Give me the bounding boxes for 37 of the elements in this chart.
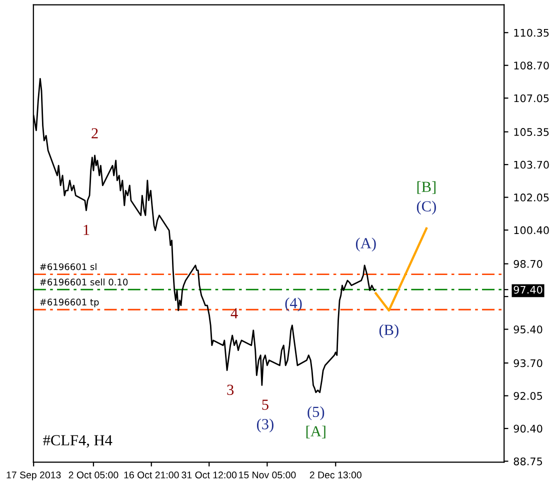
y-tick-label: 98.70 [514,260,542,268]
annotation: [B] [417,181,436,194]
y-tick-label: 108.70 [514,62,549,70]
ref-line-label: #6196601 sell 0.10 [40,278,128,286]
annotation: (B) [379,324,398,338]
annotation: 5 [262,400,268,410]
y-tick-label: 88.75 [514,457,542,466]
annotation: #CLF4, H4 [43,435,112,448]
y-tick-label: 95.40 [514,326,542,334]
x-tick-label: 2 Oct 05:00 [68,472,118,478]
annotation: (5) [308,406,324,420]
y-tick-label: 97.40 [514,286,542,294]
x-tick-label: 15 Nov 05:00 [239,472,296,478]
y-tick-label: 110.35 [514,28,549,37]
annotation: (4) [285,298,302,312]
x-tick-label: 31 Oct 12:00 [182,472,237,478]
annotation: (3) [256,418,274,432]
annotation: 3 [227,384,234,395]
annotation: (C) [416,200,436,215]
y-tick-label: 105.35 [514,128,549,136]
annotation: 1 [84,224,90,235]
y-tick-label: 103.70 [514,160,549,169]
ref-line-label: #6196601 sl [40,263,96,270]
ref-line-label: #6196601 tp [40,298,99,308]
annotation: (A) [356,238,376,252]
y-tick-label: 100.40 [514,226,549,234]
annotation: 4 [230,308,238,318]
annotation: [A] [306,426,326,438]
y-tick-label: 93.70 [514,359,542,368]
annotation: 2 [92,128,98,138]
x-tick-label: 17 Sep 2013 [6,472,61,480]
y-tick-label: 92.05 [514,392,542,400]
x-tick-label: 2 Dec 13:00 [310,472,362,478]
x-tick-label: 16 Oct 21:00 [124,472,179,478]
y-tick-label: 107.05 [514,94,549,102]
y-tick-label: 90.40 [514,424,542,433]
y-tick-label: 102.05 [514,194,549,202]
